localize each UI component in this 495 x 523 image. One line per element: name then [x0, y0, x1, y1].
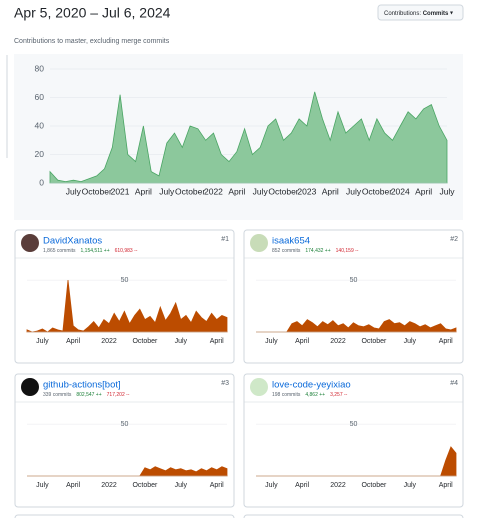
- rank: #4: [450, 380, 458, 387]
- contributor-name: love-code-yeyixiao: [272, 380, 351, 391]
- avatar: [250, 378, 268, 396]
- x-tick-label: April: [210, 338, 224, 345]
- commits: 198 commits: [272, 392, 301, 398]
- x-tick-label: October: [132, 338, 158, 345]
- avatar: [21, 378, 39, 396]
- x-tick-label: July: [175, 482, 188, 489]
- contributor-card: [243, 373, 464, 508]
- button-label-text: Contributions:: [384, 11, 421, 17]
- x-tick-label: October: [361, 482, 387, 489]
- rank: #2: [450, 236, 458, 243]
- y-tick-label: 50: [350, 421, 358, 428]
- y-tick-label: 50: [121, 277, 129, 284]
- area: [49, 91, 448, 184]
- y-tick-label: 80: [35, 63, 45, 73]
- button-value: Commits: [423, 11, 449, 17]
- deletions: 140,159 --: [336, 248, 359, 254]
- contributor-stats: 198 commits 4,862 ++ 3,257 --: [272, 392, 348, 398]
- deletions: 717,202 --: [107, 392, 130, 398]
- additions: 1,154,511 ++: [81, 248, 110, 254]
- x-tick-label: July: [253, 186, 269, 196]
- x-tick-label: 2022: [330, 482, 346, 489]
- avatar: [21, 234, 39, 252]
- button-label: Contributions: Commits ▾: [384, 11, 453, 17]
- x-tick-label: April: [295, 338, 309, 345]
- avatar: [250, 234, 268, 252]
- x-tick-label: July: [265, 482, 278, 489]
- x-tick-label: October: [361, 338, 387, 345]
- contributor-stats: 852 commits 174,432 ++ 140,159 --: [272, 248, 359, 254]
- contributions-button[interactable]: [377, 4, 464, 21]
- page-title: Apr 5, 2020 – Jul 6, 2024: [14, 5, 171, 21]
- x-tick-label: 2022: [101, 482, 117, 489]
- x-tick-label: July: [439, 186, 455, 196]
- y-tick-label: 20: [35, 149, 45, 159]
- x-tick-label: April: [415, 186, 432, 196]
- x-tick-label: April: [295, 482, 309, 489]
- rank: #3: [221, 380, 229, 387]
- y-tick-label: 0: [39, 177, 44, 187]
- x-tick-label: July: [404, 338, 417, 345]
- x-tick-label: April: [439, 482, 453, 489]
- x-tick-label: 2024: [391, 186, 410, 196]
- x-tick-label: July: [36, 482, 49, 489]
- x-tick-label: April: [66, 482, 80, 489]
- x-tick-label: October: [132, 482, 158, 489]
- deletions: 610,983 --: [115, 248, 138, 254]
- rank: #1: [221, 236, 229, 243]
- deletions: 3,257 --: [330, 392, 348, 398]
- x-tick-label: April: [135, 186, 152, 196]
- x-tick-label: July: [159, 186, 175, 196]
- area: [256, 319, 457, 333]
- x-tick-label: October: [82, 186, 112, 196]
- additions: 4,862 ++: [305, 392, 325, 398]
- commits: 852 commits: [272, 248, 301, 254]
- x-tick-label: April: [66, 338, 80, 345]
- y-tick-label: 60: [35, 92, 45, 102]
- y-tick-label: 50: [121, 421, 129, 428]
- additions: 802,547 ++: [76, 392, 101, 398]
- x-tick-label: July: [66, 186, 82, 196]
- contributor-name: isaak654: [272, 236, 310, 247]
- additions: 174,432 ++: [305, 248, 330, 254]
- x-tick-label: July: [404, 482, 417, 489]
- x-tick-label: April: [228, 186, 245, 196]
- commits: 1,865 commits: [43, 248, 76, 254]
- x-tick-label: October: [362, 186, 392, 196]
- contributor-stats: 339 commits 802,547 ++ 717,202 --: [43, 392, 130, 398]
- x-tick-label: 2022: [101, 338, 117, 345]
- x-tick-label: October: [268, 186, 298, 196]
- x-tick-label: October: [175, 186, 205, 196]
- x-tick-label: July: [265, 338, 278, 345]
- x-tick-label: April: [439, 338, 453, 345]
- y-tick-label: 50: [350, 277, 358, 284]
- commits: 339 commits: [43, 392, 72, 398]
- x-tick-label: 2022: [204, 186, 223, 196]
- x-tick-label: July: [175, 338, 188, 345]
- contributor-stats: 1,865 commits 1,154,511 ++ 610,983 --: [43, 248, 138, 254]
- x-tick-label: July: [36, 338, 49, 345]
- area: [26, 280, 228, 333]
- x-tick-label: July: [346, 186, 362, 196]
- y-tick-label: 40: [35, 120, 45, 130]
- contributor-name: github-actions[bot]: [43, 380, 121, 391]
- x-tick-label: 2022: [330, 338, 346, 345]
- x-tick-label: 2023: [297, 186, 316, 196]
- x-tick-label: April: [322, 186, 339, 196]
- x-tick-label: April: [210, 482, 224, 489]
- x-tick-label: 2021: [111, 186, 130, 196]
- subtitle: Contributions to master, excluding merge…: [14, 38, 170, 45]
- contributor-name: DavidXanatos: [43, 236, 102, 247]
